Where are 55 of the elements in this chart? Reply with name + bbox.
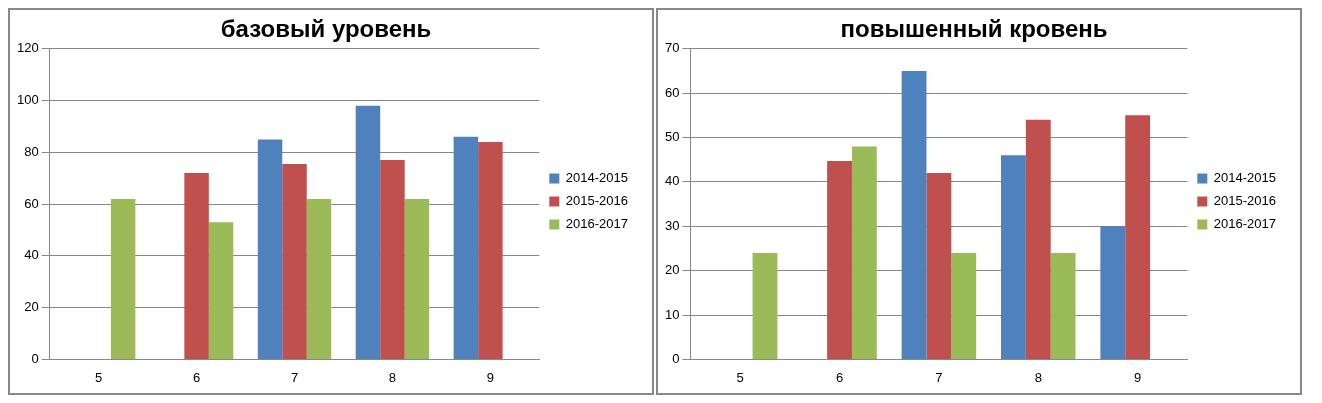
bar — [208, 222, 234, 359]
x-tick-label: 7 — [935, 369, 943, 385]
bar — [404, 198, 430, 359]
bar — [282, 163, 307, 359]
bar — [1100, 226, 1126, 359]
y-tick-label: 70 — [664, 40, 680, 56]
x-tick-label: 6 — [192, 369, 201, 385]
bar — [1001, 155, 1026, 359]
x-tick-label: 8 — [388, 369, 397, 385]
bar — [380, 160, 405, 359]
y-tick-label: 120 — [16, 40, 39, 56]
x-tick-label: 6 — [835, 369, 844, 385]
bar — [926, 173, 952, 359]
y-tick-label: 20 — [664, 262, 680, 278]
y-tick-label: 0 — [672, 350, 680, 366]
bar — [110, 198, 136, 359]
chart-title: повышенный кровень — [840, 15, 1108, 43]
bar — [1050, 252, 1076, 359]
bar — [453, 136, 479, 359]
y-tick-label: 60 — [24, 195, 39, 211]
bar — [827, 161, 852, 359]
bar — [851, 146, 877, 359]
y-tick-label: 50 — [664, 129, 680, 145]
bar — [951, 252, 977, 359]
y-tick-label: 40 — [664, 173, 680, 189]
legend-label: 2015-2016 — [565, 193, 628, 209]
bar — [1025, 119, 1051, 359]
y-tick-label: 80 — [24, 143, 39, 159]
x-tick-label: 8 — [1034, 369, 1042, 385]
legend-label: 2014-2015 — [565, 170, 628, 186]
x-tick-label: 9 — [1134, 369, 1142, 385]
bar — [306, 198, 332, 359]
bar — [478, 141, 503, 359]
legend-label: 2015-2016 — [1213, 193, 1276, 209]
bar — [257, 139, 283, 359]
x-tick-label: 5 — [95, 369, 103, 385]
bar — [184, 173, 209, 359]
y-tick-label: 100 — [16, 92, 39, 108]
bar — [901, 70, 927, 359]
x-tick-label: 9 — [486, 369, 494, 385]
y-tick-label: 60 — [664, 84, 680, 100]
y-tick-label: 30 — [664, 217, 680, 233]
chart-title: базовый уровень — [220, 15, 432, 43]
y-tick-label: 10 — [664, 306, 680, 322]
bar — [752, 252, 778, 359]
legend-label: 2014-2015 — [1213, 170, 1276, 186]
legend-label: 2016-2017 — [1213, 216, 1276, 232]
y-tick-label: 40 — [24, 247, 39, 263]
legend-label: 2016-2017 — [565, 216, 628, 232]
x-tick-label: 5 — [736, 369, 744, 385]
bar — [355, 105, 381, 359]
y-tick-label: 20 — [24, 299, 39, 315]
x-tick-label: 7 — [290, 369, 299, 385]
y-tick-label: 0 — [31, 350, 39, 366]
bar — [1125, 115, 1151, 359]
